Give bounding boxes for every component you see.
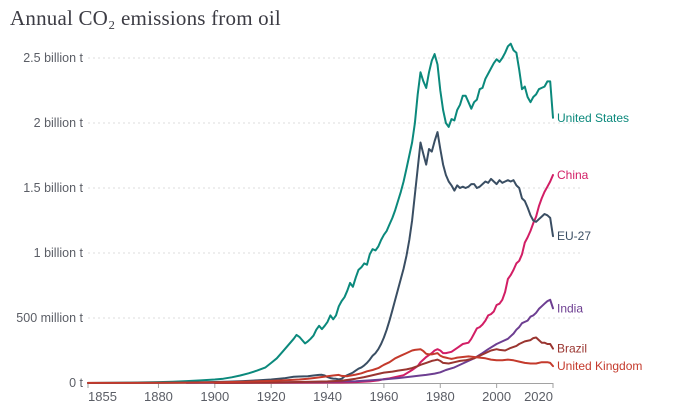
x-tick-label: 2020 <box>524 389 553 404</box>
y-tick-label: 500 million t <box>16 311 83 325</box>
y-tick-label: 1 billion t <box>34 246 84 260</box>
series-label-china[interactable]: China <box>557 168 589 182</box>
x-tick-label: 1940 <box>313 389 342 404</box>
series-label-united-states[interactable]: United States <box>557 111 629 125</box>
line-india[interactable] <box>185 298 554 384</box>
series-label-brazil[interactable]: Brazil <box>557 342 587 356</box>
y-tick-label: 0 t <box>69 376 83 390</box>
x-tick-label: 1900 <box>200 389 229 404</box>
y-tick-label: 1.5 billion t <box>23 181 83 195</box>
y-tick-label: 2 billion t <box>34 116 84 130</box>
line-eu-27[interactable] <box>87 131 554 384</box>
line-united-states[interactable] <box>87 42 554 384</box>
x-tick-label: 1960 <box>369 389 398 404</box>
chart-title: Annual CO₂ emissions from oil <box>10 6 281 30</box>
x-tick-label: 1920 <box>257 389 286 404</box>
series-label-india[interactable]: India <box>557 301 583 315</box>
series-label-united-kingdom[interactable]: United Kingdom <box>557 359 642 373</box>
x-tick-label: 1880 <box>144 389 173 404</box>
x-tick-label: 2000 <box>482 389 511 404</box>
series-label-eu-27[interactable]: EU-27 <box>557 229 591 243</box>
x-tick-label: 1855 <box>88 389 117 404</box>
line-china[interactable] <box>213 174 554 384</box>
line-united-kingdom[interactable] <box>87 348 554 384</box>
line-brazil[interactable] <box>213 336 554 384</box>
x-tick-label: 1980 <box>426 389 455 404</box>
y-tick-label: 2.5 billion t <box>23 51 83 65</box>
